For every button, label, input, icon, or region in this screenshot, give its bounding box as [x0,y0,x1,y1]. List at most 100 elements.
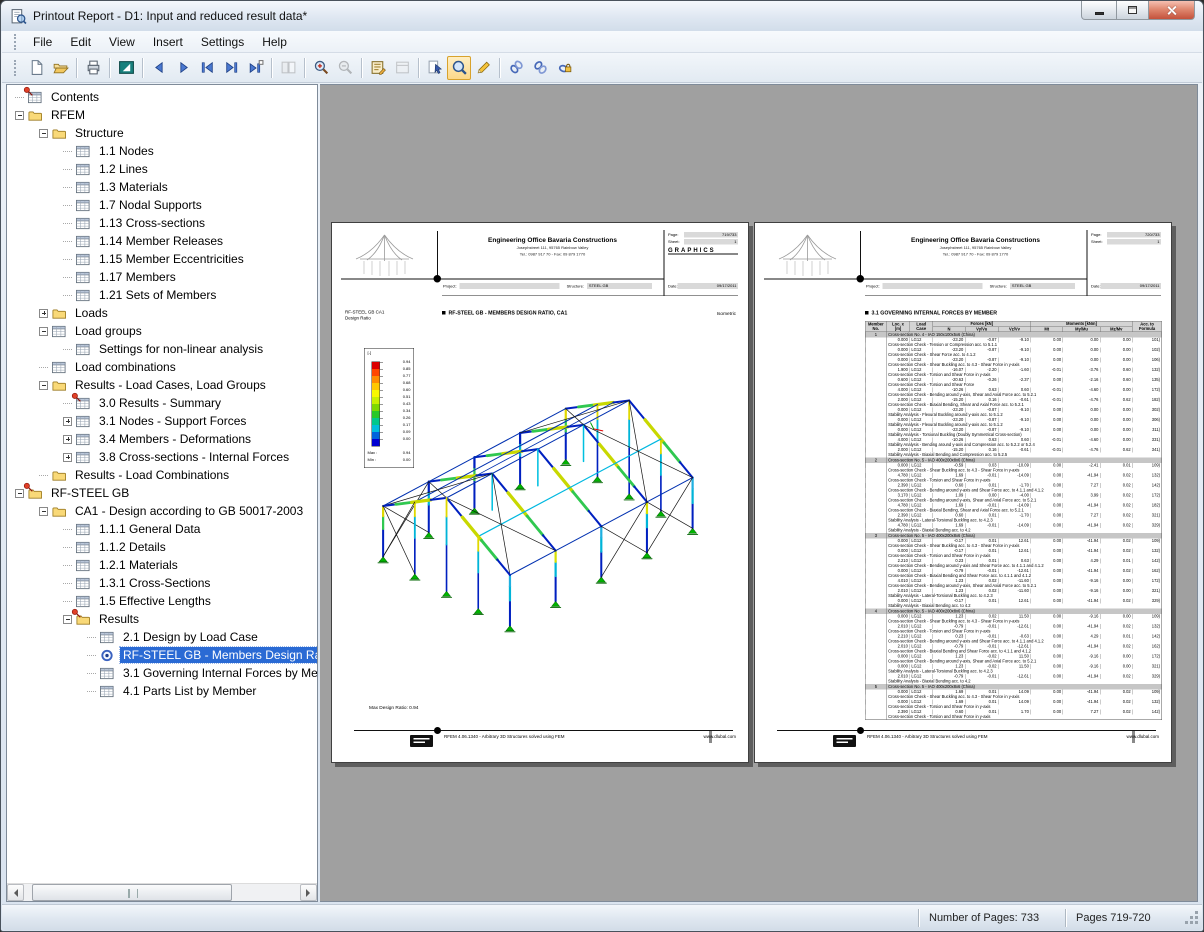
tree-item[interactable]: Structure [7,124,317,142]
tree-item[interactable]: 3.0 Results - Summary [7,394,317,412]
expand-icon[interactable] [39,308,48,318]
folder-icon [27,108,44,123]
report-properties-button[interactable] [366,56,390,80]
scroll-left-button[interactable] [7,884,24,901]
tree-item[interactable]: Settings for non-linear analysis [7,340,317,358]
value-cell: LG12 [909,417,933,423]
menu-item-settings[interactable]: Settings [200,34,245,49]
nav-back-button[interactable] [147,56,171,80]
tree-item[interactable]: Contents [7,88,317,106]
value-cell: 0.00 [1062,427,1101,433]
table-icon [75,396,92,411]
value-cell: 0.00 [1030,644,1063,649]
tree-item[interactable]: 1.1.2 Details [7,538,317,556]
check-description: Stability Analysis - Biaxial Bending acc… [886,679,1162,684]
value-cell: LG12 [909,463,933,468]
collapse-icon[interactable] [39,326,48,336]
minimize-button[interactable] [1081,1,1117,20]
collapse-icon[interactable] [39,380,48,390]
tree-item[interactable]: 1.21 Sets of Members [7,286,317,304]
menu-item-insert[interactable]: Insert [152,34,183,49]
tree-item[interactable]: 1.1.1 General Data [7,520,317,538]
tree-item[interactable]: 1.15 Member Eccentricities [7,250,317,268]
tree-item[interactable]: 3.4 Members - Deformations [7,430,317,448]
nav-forward-button[interactable] [171,56,195,80]
tree-item[interactable]: RFEM [7,106,317,124]
nav-last-button[interactable] [219,56,243,80]
tree-item[interactable]: 1.7 Nodal Supports [7,196,317,214]
zoom-in-button[interactable] [309,56,333,80]
page-preview-area[interactable]: Engineering Office Bavaria Constructions… [320,84,1198,902]
expand-icon[interactable] [63,416,72,426]
open-button[interactable] [48,56,72,80]
check-description: Stability Analysis - Flexural Buckling a… [886,412,1162,418]
collapse-icon[interactable] [15,110,24,120]
tree-item[interactable]: 1.17 Members [7,268,317,286]
edit-tool-button[interactable] [471,56,495,80]
tree-item[interactable]: RF-STEEL GB [7,484,317,502]
tree-item[interactable]: 1.1 Nodes [7,142,317,160]
report-page-left[interactable]: Engineering Office Bavaria Constructions… [331,222,749,763]
value-cell: 0.02 [1099,699,1133,705]
tree-item[interactable]: RF-STEEL GB - Members Design Ratio, [7,646,317,664]
tree-connector [63,582,72,584]
tree-item[interactable]: 4.1 Parts List by Member [7,682,317,700]
title-bar[interactable]: Printout Report - D1: Input and reduced … [1,1,1203,31]
menu-item-file[interactable]: File [33,34,53,49]
tree-horizontal-scrollbar[interactable] [7,883,317,901]
tree-item[interactable]: Results - Load Cases, Load Groups [7,376,317,394]
expand-icon[interactable] [63,452,72,462]
resize-grip[interactable] [1184,910,1200,926]
tree-item-label: Load combinations [75,360,176,374]
nav-first-button[interactable] [195,56,219,80]
tree-item[interactable]: 1.13 Cross-sections [7,214,317,232]
view-mode-button[interactable] [114,56,138,80]
facing-pages-button[interactable] [276,56,300,80]
tree-item[interactable]: 1.2 Lines [7,160,317,178]
collapse-icon[interactable] [39,128,48,138]
tree-item[interactable]: Loads [7,304,317,322]
nav-last-result-button[interactable] [243,56,267,80]
column-header: Acc. to Formula [1132,321,1162,332]
scrollbar-thumb[interactable] [32,884,232,901]
page-layout-button[interactable] [390,56,414,80]
tree-item[interactable]: 3.1 Nodes - Support Forces [7,412,317,430]
tree-item[interactable]: Results - Load Combinations [7,466,317,484]
link-lock-button[interactable] [552,56,576,80]
menu-item-edit[interactable]: Edit [70,34,92,49]
tree-item[interactable]: Load combinations [7,358,317,376]
tree-item[interactable]: 1.5 Effective Lengths [7,592,317,610]
value-cell: -0.01 [964,523,999,528]
report-page-right[interactable]: Engineering Office Bavaria Constructions… [754,222,1172,763]
link-program-button[interactable] [528,56,552,80]
menu-item-view[interactable]: View [109,34,135,49]
tree-item[interactable]: CA1 - Design according to GB 50017-2003 [7,502,317,520]
tree-item[interactable]: Load groups [7,322,317,340]
tree-item[interactable]: Results [7,610,317,628]
expand-icon[interactable] [63,434,72,444]
collapse-icon[interactable] [63,614,72,624]
print-button[interactable] [81,56,105,80]
tree-item[interactable]: 2.1 Design by Load Case [7,628,317,646]
collapse-icon[interactable] [39,506,48,516]
zoom-out-button[interactable] [333,56,357,80]
scrollbar-track[interactable] [24,884,300,901]
restore-button[interactable] [1117,1,1149,20]
tree-item[interactable]: 1.14 Member Releases [7,232,317,250]
scroll-right-button[interactable] [300,884,317,901]
collapse-icon[interactable] [15,488,24,498]
tree-item[interactable]: 3.8 Cross-sections - Internal Forces [7,448,317,466]
menu-item-help[interactable]: Help [262,34,287,49]
footer-tick [709,731,712,743]
tree-item[interactable]: 1.2.1 Materials [7,556,317,574]
tree-item[interactable]: 1.3.1 Cross-Sections [7,574,317,592]
select-tool-button[interactable] [423,56,447,80]
tree-item[interactable]: 1.3 Materials [7,178,317,196]
value-cell: 0.000 [886,614,910,619]
link-graphic-button[interactable] [504,56,528,80]
close-button[interactable] [1149,1,1195,20]
value-cell: 1.69 [932,473,966,478]
new-page-button[interactable] [24,56,48,80]
zoom-tool-button[interactable] [447,55,471,80]
tree-item[interactable]: 3.1 Governing Internal Forces by Mem [7,664,317,682]
